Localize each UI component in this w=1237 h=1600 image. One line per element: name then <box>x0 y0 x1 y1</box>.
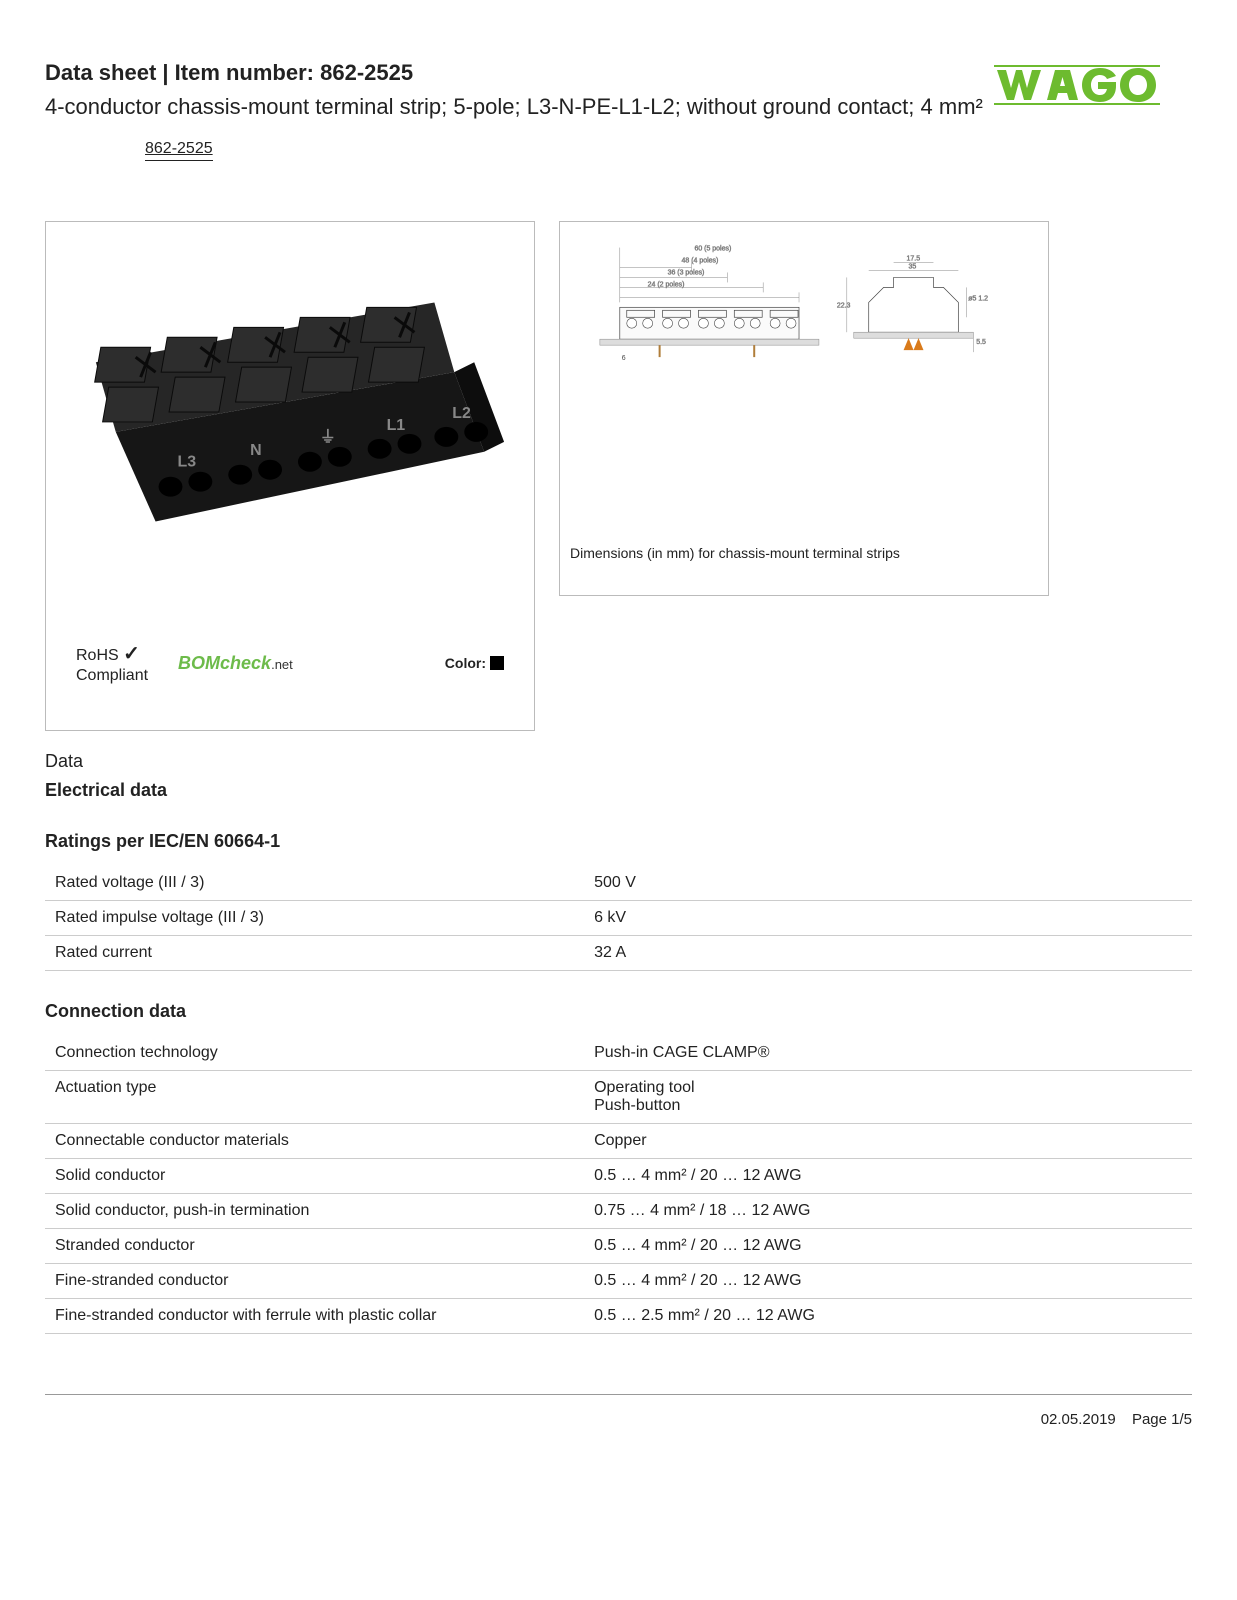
dimensions-drawing: 60 (5 poles) 48 (4 poles) 36 (3 poles) 2… <box>570 232 1038 532</box>
table-cell-key: Solid conductor <box>45 1158 584 1193</box>
svg-text:36 (3 poles): 36 (3 poles) <box>668 269 705 276</box>
svg-text:17.5: 17.5 <box>907 255 921 262</box>
compliance-row: RoHS ✓ Compliant BOMcheck.net Color: <box>76 642 504 685</box>
table-row: Connection technologyPush-in CAGE CLAMP® <box>45 1036 1192 1071</box>
page-header: Data sheet | Item number: 862-2525 4-con… <box>45 60 1192 161</box>
table-cell-value: Operating toolPush-button <box>584 1070 1192 1123</box>
color-swatch <box>490 656 504 670</box>
svg-text:48 (4 poles): 48 (4 poles) <box>682 257 719 264</box>
table-cell-key: Connection technology <box>45 1036 584 1071</box>
product-image-box: L3 N ⏚ L1 L2 RoHS ✓ Compliant BOMcheck.n… <box>45 221 535 731</box>
table-row: Solid conductor0.5 … 4 mm² / 20 … 12 AWG <box>45 1158 1192 1193</box>
dimensions-box: 60 (5 poles) 48 (4 poles) 36 (3 poles) 2… <box>559 221 1049 596</box>
header-text-block: Data sheet | Item number: 862-2525 4-con… <box>45 60 992 161</box>
svg-text:24 (2 poles): 24 (2 poles) <box>648 281 685 288</box>
rohs-badge: RoHS ✓ Compliant <box>76 642 148 685</box>
svg-text:L1: L1 <box>387 417 406 434</box>
table-row: Fine-stranded conductor with ferrule wit… <box>45 1298 1192 1333</box>
table-cell-value: Push-in CAGE CLAMP® <box>584 1036 1192 1071</box>
doc-title: Data sheet | Item number: 862-2525 <box>45 60 992 86</box>
bomcheck-badge: BOMcheck.net <box>178 653 293 674</box>
connection-table: Connection technologyPush-in CAGE CLAMP®… <box>45 1036 1192 1334</box>
table-cell-value: 500 V <box>584 866 1192 901</box>
color-label-text: Color: <box>445 655 486 671</box>
svg-text:35: 35 <box>909 263 917 270</box>
bomcheck-text: BOMcheck <box>178 653 271 673</box>
svg-text:6: 6 <box>622 355 626 362</box>
connection-heading: Connection data <box>45 1001 1192 1022</box>
table-row: Rated current32 A <box>45 935 1192 970</box>
table-row: Rated voltage (III / 3)500 V <box>45 866 1192 901</box>
table-cell-key: Rated current <box>45 935 584 970</box>
table-row: Rated impulse voltage (III / 3)6 kV <box>45 900 1192 935</box>
rohs-compliant: Compliant <box>76 667 148 684</box>
rohs-text: RoHS <box>76 647 119 664</box>
table-cell-value: 0.5 … 4 mm² / 20 … 12 AWG <box>584 1263 1192 1298</box>
table-row: Fine-stranded conductor0.5 … 4 mm² / 20 … <box>45 1263 1192 1298</box>
table-cell-value: Copper <box>584 1123 1192 1158</box>
svg-text:⏚: ⏚ <box>320 428 336 446</box>
doc-subtitle: 4-conductor chassis-mount terminal strip… <box>45 92 992 122</box>
table-cell-key: Fine-stranded conductor with ferrule wit… <box>45 1298 584 1333</box>
page-footer: 02.05.2019 Page 1/5 <box>45 1394 1192 1428</box>
wago-logo <box>992 60 1192 110</box>
table-cell-value: 32 A <box>584 935 1192 970</box>
table-cell-value: 0.5 … 2.5 mm² / 20 … 12 AWG <box>584 1298 1192 1333</box>
table-cell-key: Connectable conductor materials <box>45 1123 584 1158</box>
color-indicator: Color: <box>445 655 504 671</box>
bomcheck-suffix: .net <box>271 657 293 672</box>
footer-date: 02.05.2019 <box>1041 1411 1116 1428</box>
table-cell-key: Fine-stranded conductor <box>45 1263 584 1298</box>
table-cell-key: Actuation type <box>45 1070 584 1123</box>
table-row: Connectable conductor materialsCopper <box>45 1123 1192 1158</box>
table-cell-key: Rated voltage (III / 3) <box>45 866 584 901</box>
ratings-table: Rated voltage (III / 3)500 VRated impuls… <box>45 866 1192 971</box>
svg-text:L3: L3 <box>177 453 196 470</box>
table-cell-key: Stranded conductor <box>45 1228 584 1263</box>
table-row: Solid conductor, push-in termination0.75… <box>45 1193 1192 1228</box>
image-panels: L3 N ⏚ L1 L2 RoHS ✓ Compliant BOMcheck.n… <box>45 221 1192 731</box>
svg-text:60 (5 poles): 60 (5 poles) <box>694 245 731 252</box>
table-cell-key: Solid conductor, push-in termination <box>45 1193 584 1228</box>
svg-text:ø5 1.2: ø5 1.2 <box>968 295 988 302</box>
svg-text:22.3: 22.3 <box>837 302 851 309</box>
data-section-label: Data <box>45 751 1192 772</box>
table-row: Actuation typeOperating toolPush-button <box>45 1070 1192 1123</box>
svg-text:N: N <box>250 441 262 458</box>
dimensions-caption: Dimensions (in mm) for chassis-mount ter… <box>570 545 1038 561</box>
table-cell-value: 0.5 … 4 mm² / 20 … 12 AWG <box>584 1158 1192 1193</box>
footer-page: Page 1/5 <box>1132 1411 1192 1428</box>
table-row: Stranded conductor0.5 … 4 mm² / 20 … 12 … <box>45 1228 1192 1263</box>
product-image: L3 N ⏚ L1 L2 <box>56 232 524 582</box>
svg-text:5.5: 5.5 <box>976 339 986 346</box>
electrical-data-heading: Electrical data <box>45 780 1192 801</box>
ratings-heading: Ratings per IEC/EN 60664-1 <box>45 831 1192 852</box>
table-cell-key: Rated impulse voltage (III / 3) <box>45 900 584 935</box>
table-cell-value: 0.75 … 4 mm² / 18 … 12 AWG <box>584 1193 1192 1228</box>
svg-text:L2: L2 <box>452 405 471 422</box>
table-cell-value: 0.5 … 4 mm² / 20 … 12 AWG <box>584 1228 1192 1263</box>
table-cell-value: 6 kV <box>584 900 1192 935</box>
item-number-link[interactable]: 862-2525 <box>145 140 213 161</box>
check-icon: ✓ <box>123 643 140 665</box>
